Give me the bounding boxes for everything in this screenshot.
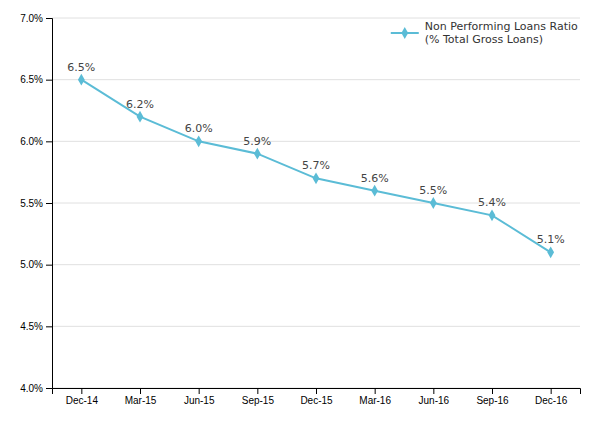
x-axis-line xyxy=(53,389,581,395)
marker xyxy=(371,185,378,197)
marker xyxy=(489,209,496,221)
data-label: 5.9% xyxy=(243,135,271,148)
data-label: 6.0% xyxy=(185,122,213,135)
grid-line xyxy=(52,264,580,265)
y-tick-mark xyxy=(46,18,52,19)
legend-item: Non Performing Loans Ratio(% Total Gross… xyxy=(391,20,578,46)
y-tick-mark xyxy=(46,388,52,389)
x-tick-mark xyxy=(81,388,82,394)
x-tick-label: Sep-15 xyxy=(242,395,275,406)
x-tick: Dec-14 xyxy=(66,388,99,406)
x-tick: Sep-16 xyxy=(476,388,509,406)
chart: 4.0% 4.5% 5.0% 5.5% 6.0% 6.5% 7.0% Dec-14 Mar-15… xyxy=(0,0,600,424)
x-tick-mark xyxy=(140,388,141,394)
plot-area xyxy=(78,74,554,258)
x-axis: Dec-14 Mar-15 Jun-15 Sep-15 Dec-15 Mar-16 Jun-… xyxy=(53,388,581,406)
marker xyxy=(195,135,202,147)
x-tick-label: Dec-16 xyxy=(535,395,568,406)
x-tick-mark xyxy=(551,388,552,394)
data-labels: 6.5% 6.2% 6.0% 5.9% 5.7% 5.6% 5.5% 5.4% 5.1% xyxy=(67,61,564,247)
x-tick-mark xyxy=(492,388,493,394)
y-tick-label: 7.0% xyxy=(20,13,43,24)
grid-line xyxy=(52,18,580,19)
legend-marker xyxy=(401,27,408,39)
x-tick-label: Jun-16 xyxy=(419,395,450,406)
marker xyxy=(137,111,144,123)
grid-line xyxy=(52,79,580,80)
y-tick-label: 5.5% xyxy=(20,198,43,209)
y-tick-mark xyxy=(46,326,52,327)
y-tick-label: 5.0% xyxy=(20,259,43,270)
y-axis: 4.0% 4.5% 5.0% 5.5% 6.0% 6.5% 7.0% xyxy=(20,13,52,394)
x-tick-label: Mar-16 xyxy=(359,395,391,406)
x-tick-label: Dec-15 xyxy=(300,395,333,406)
data-label: 6.2% xyxy=(126,98,154,111)
y-tick-label: 6.5% xyxy=(20,74,43,85)
y-tick-mark xyxy=(46,265,52,266)
y-tick-label: 4.5% xyxy=(20,321,43,332)
y-tick-label: 6.0% xyxy=(20,136,43,147)
legend: Non Performing Loans Ratio(% Total Gross… xyxy=(391,20,578,46)
x-tick-mark xyxy=(375,388,376,394)
grid-line xyxy=(52,141,580,142)
y-tick: 4.5% xyxy=(20,321,52,332)
x-tick-label: Jun-15 xyxy=(184,395,215,406)
data-label: 6.5% xyxy=(67,61,95,74)
x-tick-mark xyxy=(257,388,258,394)
grid xyxy=(52,18,580,388)
marker xyxy=(78,74,85,86)
grid-line xyxy=(52,326,580,327)
legend-label: Non Performing Loans Ratio(% Total Gross… xyxy=(425,20,578,46)
x-tick-mark xyxy=(433,388,434,394)
x-tick: Mar-15 xyxy=(125,388,157,406)
data-label: 5.7% xyxy=(302,159,330,172)
data-label: 5.6% xyxy=(361,172,389,185)
x-tick: Dec-15 xyxy=(300,388,333,406)
x-tick: Sep-15 xyxy=(242,388,275,406)
x-tick-label: Dec-14 xyxy=(66,395,99,406)
marker xyxy=(254,148,261,160)
x-tick-label: Sep-16 xyxy=(476,395,509,406)
marker xyxy=(313,172,320,184)
marker xyxy=(430,197,437,209)
y-tick: 5.5% xyxy=(20,198,52,209)
data-label: 5.4% xyxy=(478,196,506,209)
x-tick: Jun-15 xyxy=(184,388,215,406)
x-tick: Dec-16 xyxy=(535,388,568,406)
y-axis-line xyxy=(46,19,53,389)
y-tick-mark xyxy=(46,141,52,142)
y-tick: 6.5% xyxy=(20,74,52,85)
line xyxy=(81,80,550,253)
data-label: 5.1% xyxy=(537,233,565,246)
y-tick: 6.0% xyxy=(20,136,52,147)
y-tick-mark xyxy=(46,203,52,204)
marker xyxy=(547,246,554,258)
x-tick-label: Mar-15 xyxy=(125,395,157,406)
x-tick: Jun-16 xyxy=(419,388,450,406)
y-tick: 4.0% xyxy=(20,383,52,394)
y-tick-label: 4.0% xyxy=(20,383,43,394)
x-tick: Mar-16 xyxy=(359,388,391,406)
y-tick-mark xyxy=(46,80,52,81)
x-tick-mark xyxy=(316,388,317,394)
data-label: 5.5% xyxy=(419,184,447,197)
y-tick: 5.0% xyxy=(20,259,52,270)
x-tick-mark xyxy=(199,388,200,394)
y-tick: 7.0% xyxy=(20,13,52,24)
